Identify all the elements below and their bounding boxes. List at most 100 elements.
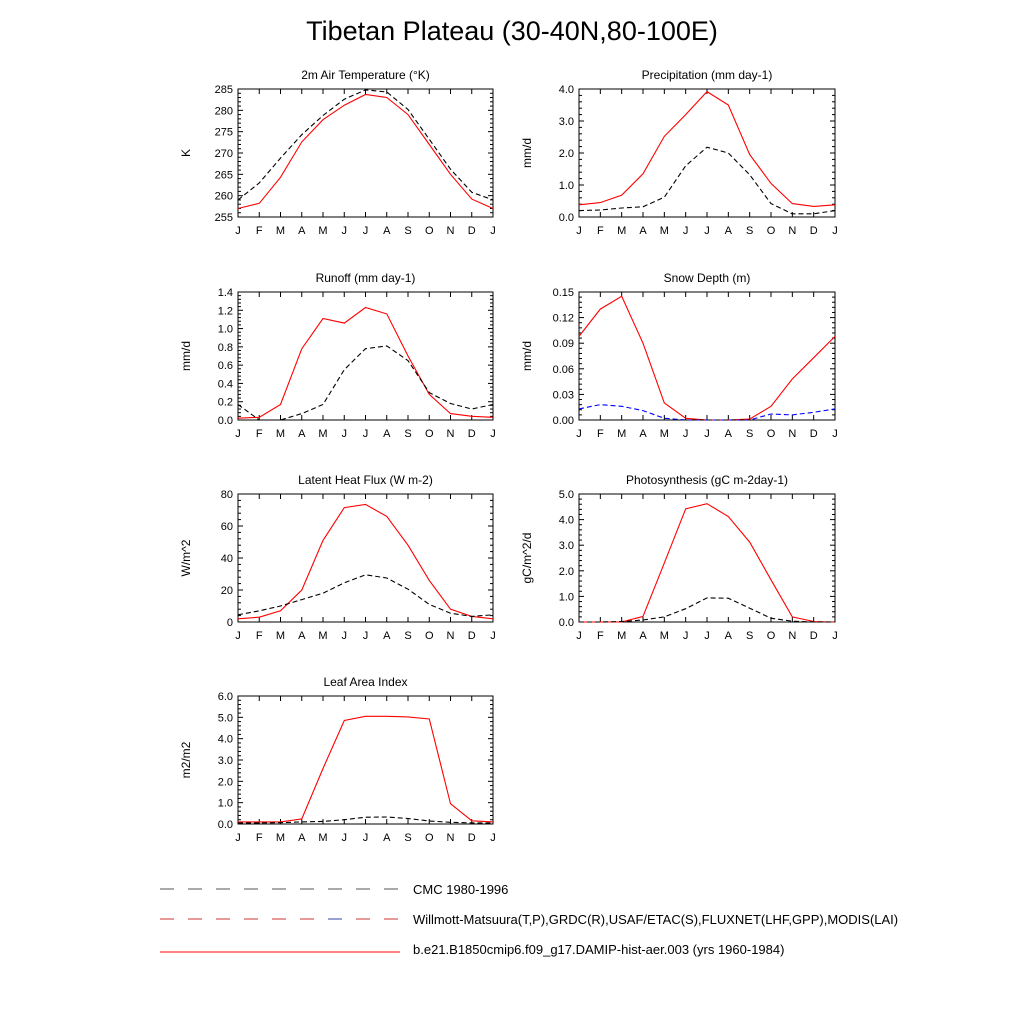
y-tick-label: 80 <box>221 489 233 501</box>
x-tick-label: M <box>660 428 669 440</box>
x-tick-label: N <box>447 832 455 844</box>
x-tick-label: N <box>447 630 455 642</box>
y-tick-label: 0 <box>227 617 233 629</box>
x-tick-label: N <box>788 630 796 642</box>
figure-title: Tibetan Plateau (30-40N,80-100E) <box>306 16 718 46</box>
y-tick-label: 6.0 <box>218 691 233 703</box>
y-tick-label: 0.12 <box>553 313 574 325</box>
y-axis-label-latent-heat-flux: W/m^2 <box>179 539 193 577</box>
x-tick-label: J <box>235 225 241 237</box>
x-tick-label: A <box>298 428 306 440</box>
y-tick-label: 0.0 <box>218 415 233 427</box>
y-axis-label-precipitation: mm/d <box>520 138 534 168</box>
x-tick-label: O <box>425 630 434 642</box>
panel-runoff: J F M A M J J A S O N D J0.00.20.40.60.81.01.21.4 <box>218 287 496 440</box>
x-tick-label: N <box>788 225 796 237</box>
x-tick-label: S <box>404 428 411 440</box>
x-tick-label: O <box>767 630 776 642</box>
x-tick-label: A <box>639 225 647 237</box>
y-tick-label: 1.4 <box>218 287 233 299</box>
x-tick-label: O <box>425 832 434 844</box>
y-tick-label: 1.0 <box>218 324 233 336</box>
y-tick-label: 255 <box>215 212 233 224</box>
x-tick-label: J <box>490 225 496 237</box>
x-tick-label: J <box>342 225 348 237</box>
y-tick-label: 60 <box>221 521 233 533</box>
x-tick-label: S <box>746 630 753 642</box>
y-axis-label-leaf-area-index: m2/m2 <box>179 741 193 779</box>
series-line-2 <box>578 146 836 215</box>
x-tick-label: D <box>468 832 476 844</box>
x-tick-label: A <box>298 630 306 642</box>
y-tick-label: 0.09 <box>553 338 574 350</box>
y-tick-label: 285 <box>215 84 233 96</box>
series-line-1 <box>238 715 494 823</box>
x-tick-label: J <box>704 428 710 440</box>
x-tick-label: J <box>576 428 582 440</box>
x-tick-label: D <box>468 630 476 642</box>
y-tick-label: 1.0 <box>218 798 233 810</box>
x-tick-label: J <box>342 832 348 844</box>
panel-title-temperature: 2m Air Temperature (°K) <box>301 68 430 82</box>
y-tick-label: 0.03 <box>553 389 574 401</box>
x-tick-label: A <box>298 225 306 237</box>
y-axis-label-runoff: mm/d <box>179 341 193 371</box>
x-tick-label: J <box>683 428 689 440</box>
plot-frame <box>237 493 494 623</box>
x-tick-label: J <box>363 630 369 642</box>
x-tick-label: F <box>256 225 263 237</box>
x-tick-label: A <box>298 832 306 844</box>
x-tick-label: N <box>447 225 455 237</box>
x-tick-label: O <box>767 428 776 440</box>
series-line-1 <box>579 503 836 623</box>
series-line-1 <box>578 295 836 421</box>
x-tick-label: S <box>746 428 753 440</box>
plot-frame <box>237 695 494 825</box>
x-tick-label: J <box>704 225 710 237</box>
y-tick-label: 3.0 <box>559 540 574 552</box>
x-tick-label: A <box>383 225 391 237</box>
x-tick-label: A <box>725 630 733 642</box>
x-tick-label: D <box>810 428 818 440</box>
x-tick-label: M <box>660 225 669 237</box>
x-tick-label: D <box>468 225 476 237</box>
x-tick-label: S <box>404 225 411 237</box>
x-tick-label: F <box>597 225 604 237</box>
x-tick-label: N <box>447 428 455 440</box>
x-tick-label: M <box>276 428 285 440</box>
x-tick-label: A <box>383 832 391 844</box>
y-tick-label: 1.2 <box>218 305 233 317</box>
panel-title-photosynthesis: Photosynthesis (gC m-2day-1) <box>625 473 789 487</box>
x-tick-label: M <box>617 428 626 440</box>
y-tick-label: 1.0 <box>559 180 574 192</box>
x-tick-label: J <box>704 630 710 642</box>
x-tick-label: J <box>576 225 582 237</box>
y-axis-label-temperature: K <box>179 149 193 158</box>
x-tick-label: M <box>318 225 327 237</box>
series-line-2 <box>238 816 493 824</box>
y-tick-label: 5.0 <box>559 489 574 501</box>
legend-label-model: b.e21.B1850cmip6.f09_g17.DAMIP-hist-aer.… <box>413 942 785 957</box>
y-tick-label: 20 <box>221 585 233 597</box>
x-tick-label: J <box>235 428 241 440</box>
series-line-1 <box>237 306 494 419</box>
y-tick-label: 0.4 <box>218 378 233 390</box>
x-tick-label: J <box>832 630 838 642</box>
x-tick-label: O <box>425 225 434 237</box>
x-tick-label: O <box>767 225 776 237</box>
series-line-2 <box>237 574 494 617</box>
x-tick-label: J <box>235 832 241 844</box>
y-tick-label: 275 <box>215 127 233 139</box>
y-tick-label: 4.0 <box>559 84 574 96</box>
x-tick-label: D <box>810 630 818 642</box>
x-tick-label: F <box>256 630 263 642</box>
x-tick-label: M <box>318 428 327 440</box>
x-tick-label: M <box>276 832 285 844</box>
y-tick-label: 0.8 <box>218 342 233 354</box>
x-tick-label: M <box>617 225 626 237</box>
y-tick-label: 4.0 <box>559 515 574 527</box>
x-tick-label: A <box>725 428 733 440</box>
x-tick-label: A <box>383 630 391 642</box>
